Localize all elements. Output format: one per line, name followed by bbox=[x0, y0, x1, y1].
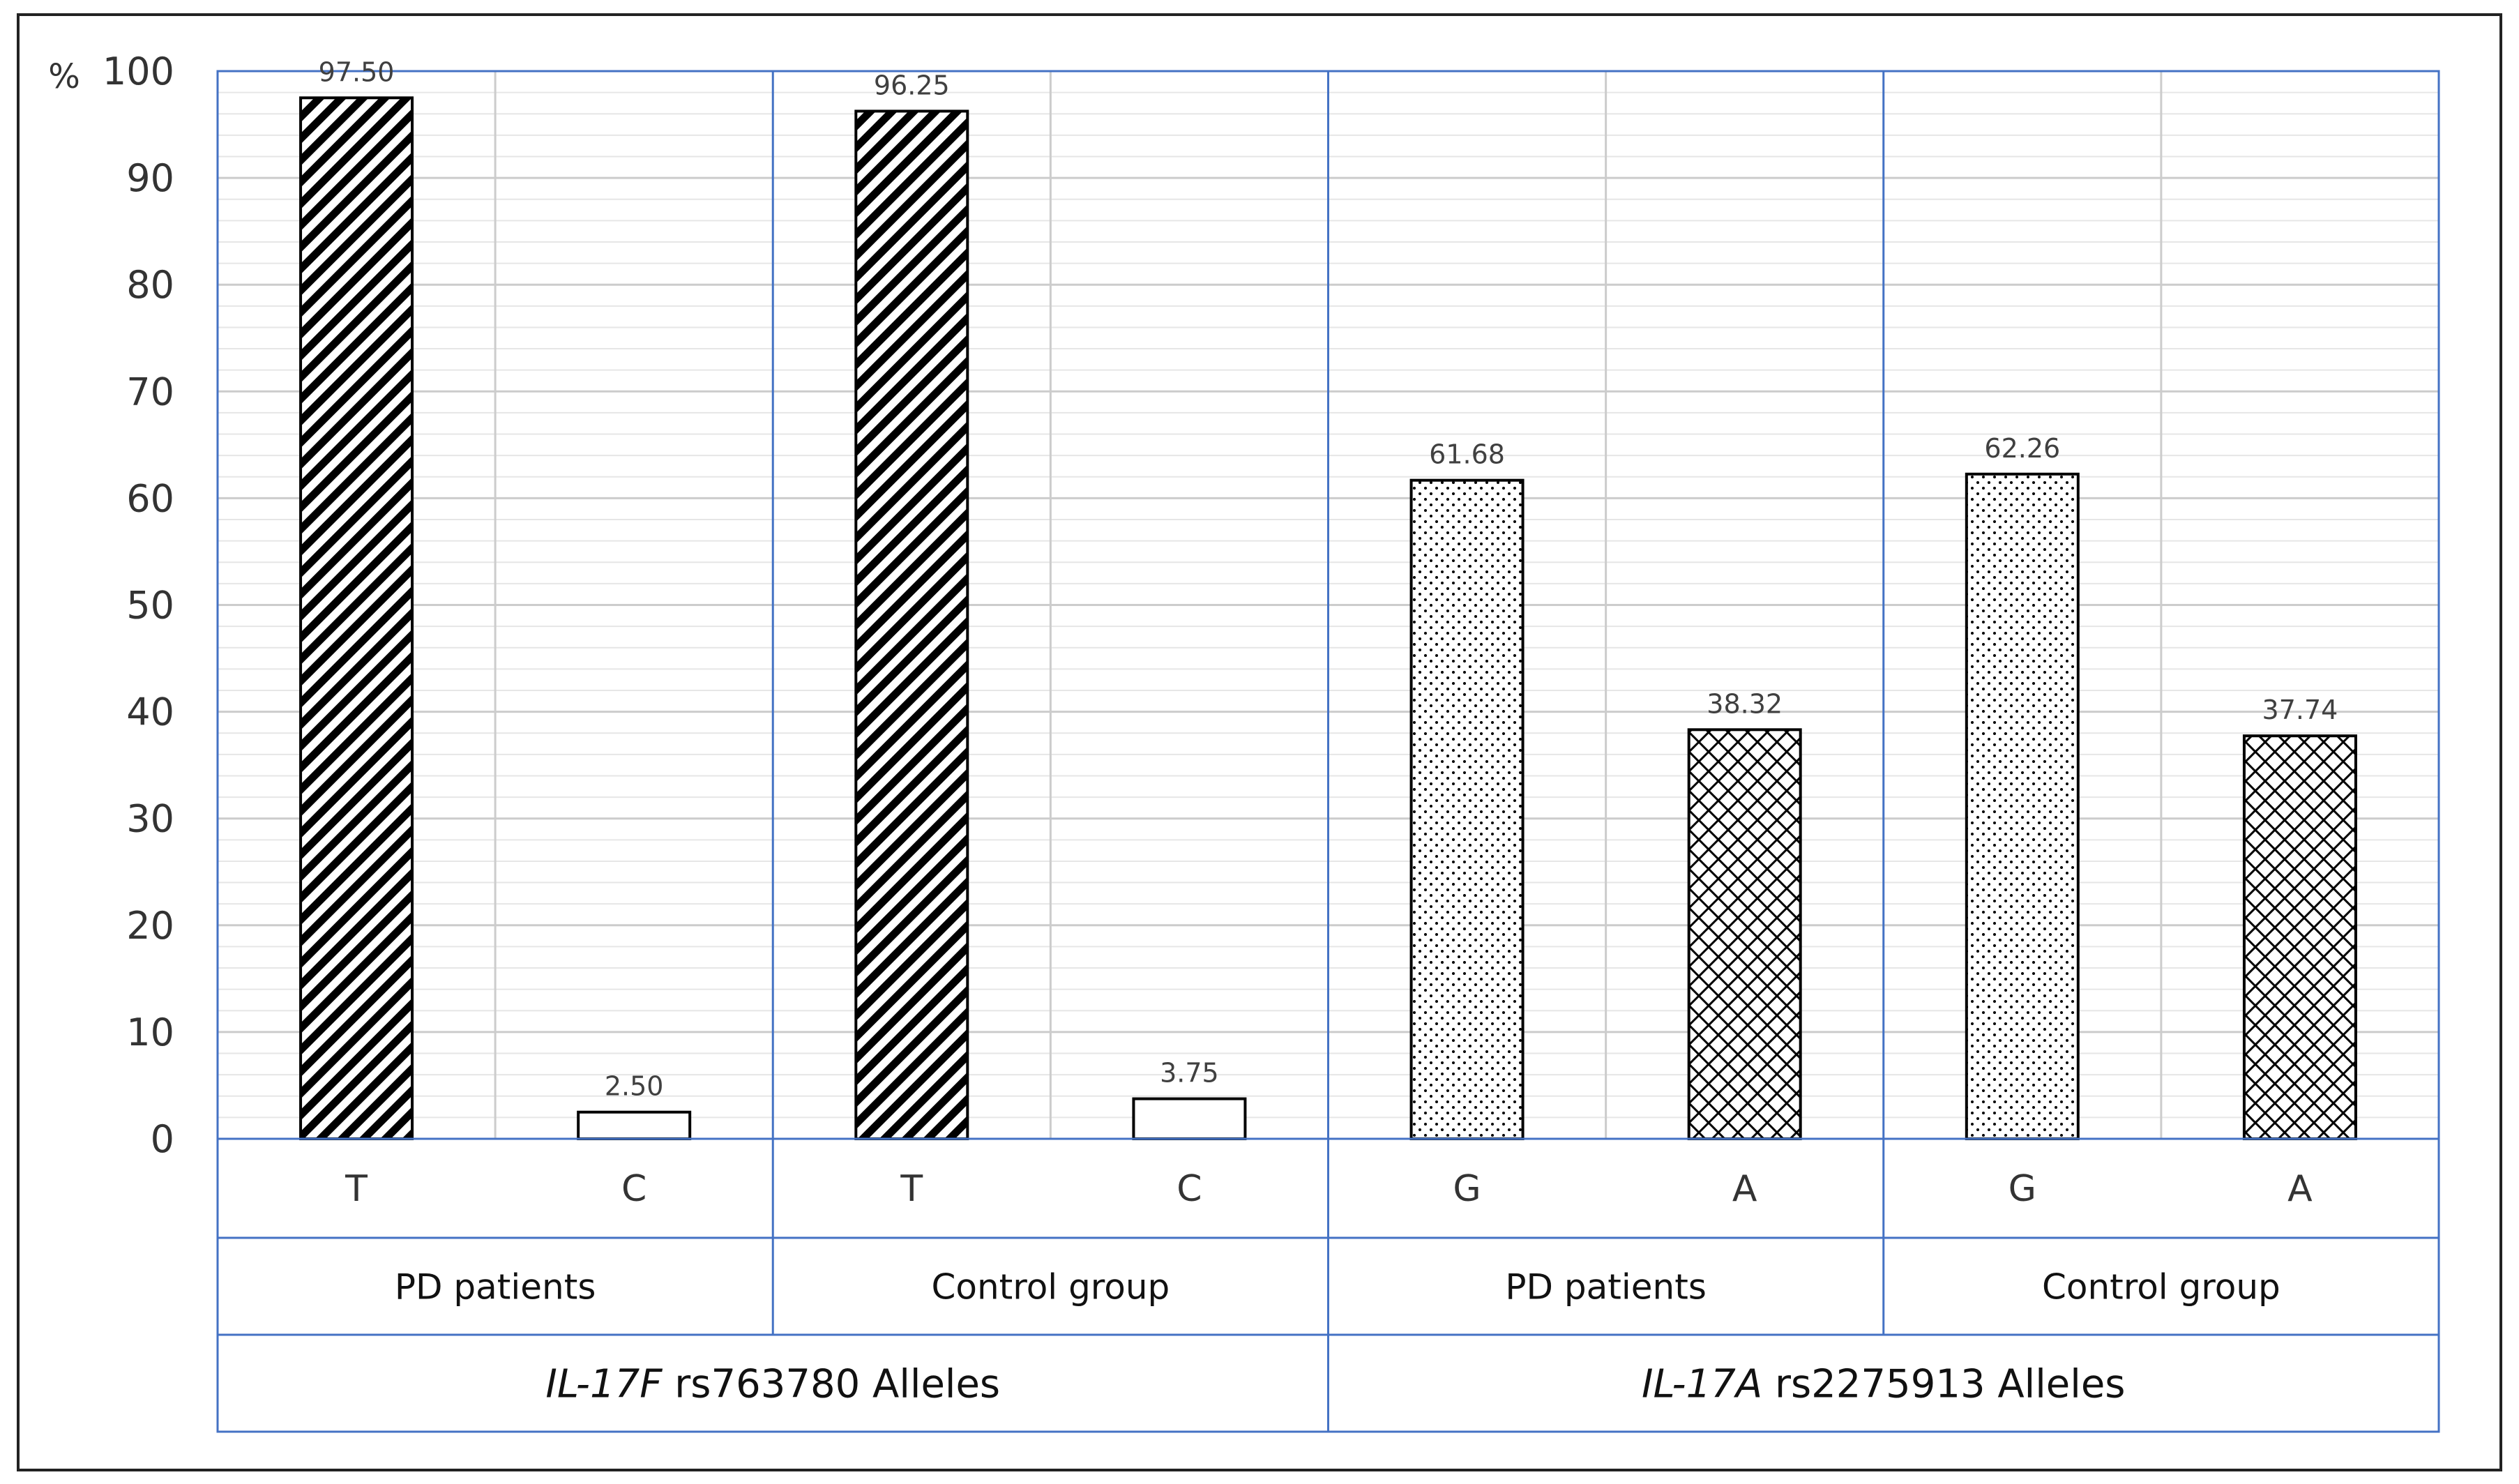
x-tick-label: T bbox=[900, 1168, 923, 1210]
bar-t-1 bbox=[299, 96, 414, 1140]
y-tick-label: 50 bbox=[126, 584, 174, 628]
y-tick-label: 10 bbox=[126, 1010, 174, 1054]
y-tick-label: 20 bbox=[126, 904, 174, 948]
data-label: 38.32 bbox=[1707, 688, 1783, 719]
x-tick-label: G bbox=[2009, 1168, 2036, 1210]
x-tick-label: T bbox=[345, 1168, 368, 1210]
labels: 0 10 20 30 40 50 60 70 80 90 100% 97.50 2.50 96.25 3.7… bbox=[48, 50, 2338, 1407]
group-label: Control group bbox=[2042, 1267, 2280, 1308]
group-label: PD patients bbox=[395, 1267, 596, 1308]
data-label: 62.26 bbox=[1984, 433, 2060, 464]
y-tick-label: 40 bbox=[126, 690, 174, 734]
y-tick-label: 80 bbox=[126, 263, 174, 307]
bars bbox=[299, 96, 2357, 1141]
x-tick-label: C bbox=[1177, 1168, 1202, 1210]
y-tick-label: 100 bbox=[103, 50, 174, 93]
x-tick-label: G bbox=[1453, 1168, 1481, 1210]
y-tick-label: 90 bbox=[126, 156, 174, 200]
y-axis-unit-label: % bbox=[48, 57, 80, 96]
bar-c-4 bbox=[1132, 1097, 1247, 1141]
data-label: 2.50 bbox=[605, 1071, 664, 1102]
x-tick-label: C bbox=[621, 1168, 646, 1210]
outer-border bbox=[17, 13, 2502, 1471]
y-tick-label: 70 bbox=[126, 370, 174, 414]
data-label: 97.50 bbox=[319, 56, 395, 87]
bar-c-2 bbox=[577, 1110, 692, 1140]
bar-a-8 bbox=[2242, 734, 2357, 1140]
data-label: 96.25 bbox=[874, 70, 950, 100]
y-tick-label: 60 bbox=[126, 476, 174, 520]
data-label: 61.68 bbox=[1429, 439, 1505, 470]
x-tick-label: A bbox=[1732, 1168, 1757, 1210]
data-label: 37.74 bbox=[2262, 695, 2338, 725]
x-tick-label: A bbox=[2287, 1168, 2313, 1210]
group-label: PD patients bbox=[1505, 1267, 1707, 1308]
group-label: Control group bbox=[931, 1267, 1170, 1308]
y-tick-label: 0 bbox=[151, 1117, 174, 1161]
data-label: 3.75 bbox=[1160, 1058, 1219, 1089]
bar-g-5 bbox=[1409, 478, 1525, 1140]
gene-label: IL-17F rs763780 Alleles bbox=[545, 1362, 1000, 1407]
bar-a-6 bbox=[1687, 728, 1802, 1140]
category-table bbox=[216, 70, 2440, 1433]
bar-g-7 bbox=[1965, 472, 2080, 1140]
gene-label: IL-17A rs2275913 Alleles bbox=[1642, 1362, 2125, 1407]
y-tick-label: 30 bbox=[126, 797, 174, 841]
bar-t-3 bbox=[854, 109, 969, 1141]
